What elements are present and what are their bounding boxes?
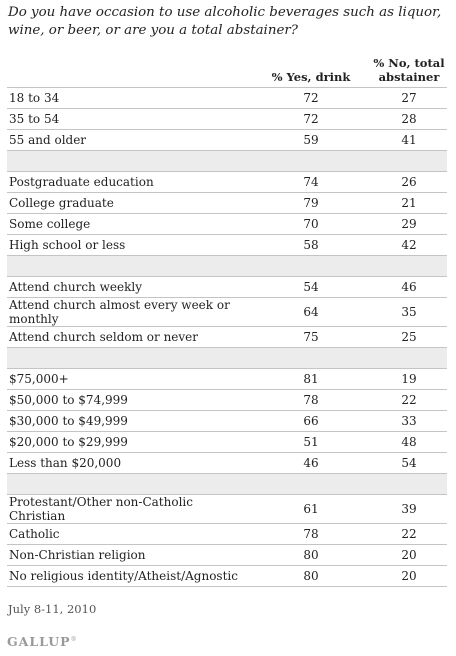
yes-value: 79	[251, 192, 371, 214]
no-value: 29	[371, 213, 447, 235]
table-row: Attend church almost every week or month…	[7, 297, 447, 327]
header-no: % No, total abstainer	[371, 56, 447, 88]
yes-value: 51	[251, 431, 371, 453]
yes-value: 59	[251, 129, 371, 151]
yes-value: 72	[251, 87, 371, 109]
group-spacer	[7, 473, 447, 495]
table-row: Non-Christian religion 80 20	[7, 544, 447, 566]
row-label: No religious identity/Atheist/Agnostic	[7, 565, 251, 587]
table-row: Protestant/Other non-Catholic Christian 6…	[7, 494, 447, 524]
no-value: 42	[371, 234, 447, 256]
row-label: Attend church weekly	[7, 276, 251, 298]
yes-value: 66	[251, 410, 371, 432]
yes-value: 58	[251, 234, 371, 256]
no-value: 27	[371, 87, 447, 109]
yes-value: 46	[251, 452, 371, 474]
no-value: 33	[371, 410, 447, 432]
row-label: $75,000+	[7, 368, 251, 390]
no-value: 20	[371, 544, 447, 566]
gallup-logo: GALLUP®	[7, 634, 77, 649]
row-label: 18 to 34	[7, 87, 251, 109]
yes-value: 74	[251, 171, 371, 193]
row-label: Attend church seldom or never	[7, 326, 251, 348]
results-table: % Yes, drink % No, total abstainer 18 to…	[7, 56, 447, 587]
row-label: Protestant/Other non-Catholic Christian	[7, 494, 251, 524]
row-label: Attend church almost every week or month…	[7, 297, 251, 327]
no-value: 35	[371, 297, 447, 327]
group-spacer	[7, 150, 447, 172]
yes-value: 78	[251, 523, 371, 545]
table-row: Postgraduate education 74 26	[7, 171, 447, 193]
group-spacer	[7, 347, 447, 369]
row-label: $30,000 to $49,999	[7, 410, 251, 432]
row-label: Less than $20,000	[7, 452, 251, 474]
no-value: 26	[371, 171, 447, 193]
table-body: 18 to 34 72 27 35 to 54 72 28 55 and older 59 41…	[7, 87, 447, 587]
no-value: 28	[371, 108, 447, 130]
header-row: % Yes, drink % No, total abstainer	[7, 56, 447, 88]
table-row: 18 to 34 72 27	[7, 87, 447, 109]
no-value: 22	[371, 389, 447, 411]
row-label: College graduate	[7, 192, 251, 214]
yes-value: 70	[251, 213, 371, 235]
yes-value: 81	[251, 368, 371, 390]
yes-value: 75	[251, 326, 371, 348]
yes-value: 78	[251, 389, 371, 411]
table-row: No religious identity/Atheist/Agnostic 80…	[7, 565, 447, 587]
row-label: 35 to 54	[7, 108, 251, 130]
yes-value: 61	[251, 494, 371, 524]
header-yes: % Yes, drink	[251, 56, 371, 88]
no-value: 19	[371, 368, 447, 390]
table-row: 35 to 54 72 28	[7, 108, 447, 130]
no-value: 20	[371, 565, 447, 587]
yes-value: 80	[251, 544, 371, 566]
survey-date: July 8-11, 2010	[8, 602, 97, 616]
table-row: College graduate 79 21	[7, 192, 447, 214]
logo-text: GALLUP	[7, 634, 71, 649]
group-spacer	[7, 255, 447, 277]
header-blank	[7, 56, 251, 88]
no-value: 25	[371, 326, 447, 348]
no-value: 48	[371, 431, 447, 453]
table-row: Attend church weekly 54 46	[7, 276, 447, 298]
no-value: 54	[371, 452, 447, 474]
table-row: Attend church seldom or never 75 25	[7, 326, 447, 348]
yes-value: 72	[251, 108, 371, 130]
row-label: 55 and older	[7, 129, 251, 151]
row-label: High school or less	[7, 234, 251, 256]
row-label: $20,000 to $29,999	[7, 431, 251, 453]
row-label: Non-Christian religion	[7, 544, 251, 566]
no-value: 46	[371, 276, 447, 298]
table-row: $75,000+ 81 19	[7, 368, 447, 390]
table-row: Catholic 78 22	[7, 523, 447, 545]
row-label: Catholic	[7, 523, 251, 545]
table-row: Some college 70 29	[7, 213, 447, 235]
table-row: $50,000 to $74,999 78 22	[7, 389, 447, 411]
table-row: High school or less 58 42	[7, 234, 447, 256]
no-value: 41	[371, 129, 447, 151]
no-value: 22	[371, 523, 447, 545]
no-value: 21	[371, 192, 447, 214]
no-value: 39	[371, 494, 447, 524]
yes-value: 80	[251, 565, 371, 587]
yes-value: 54	[251, 276, 371, 298]
row-label: Some college	[7, 213, 251, 235]
table-row: 55 and older 59 41	[7, 129, 447, 151]
yes-value: 64	[251, 297, 371, 327]
row-label: Postgraduate education	[7, 171, 251, 193]
table-row: $30,000 to $49,999 66 33	[7, 410, 447, 432]
table-row: Less than $20,000 46 54	[7, 452, 447, 474]
table-row: $20,000 to $29,999 51 48	[7, 431, 447, 453]
question-title: Do you have occasion to use alcoholic be…	[8, 5, 442, 38]
row-label: $50,000 to $74,999	[7, 389, 251, 411]
